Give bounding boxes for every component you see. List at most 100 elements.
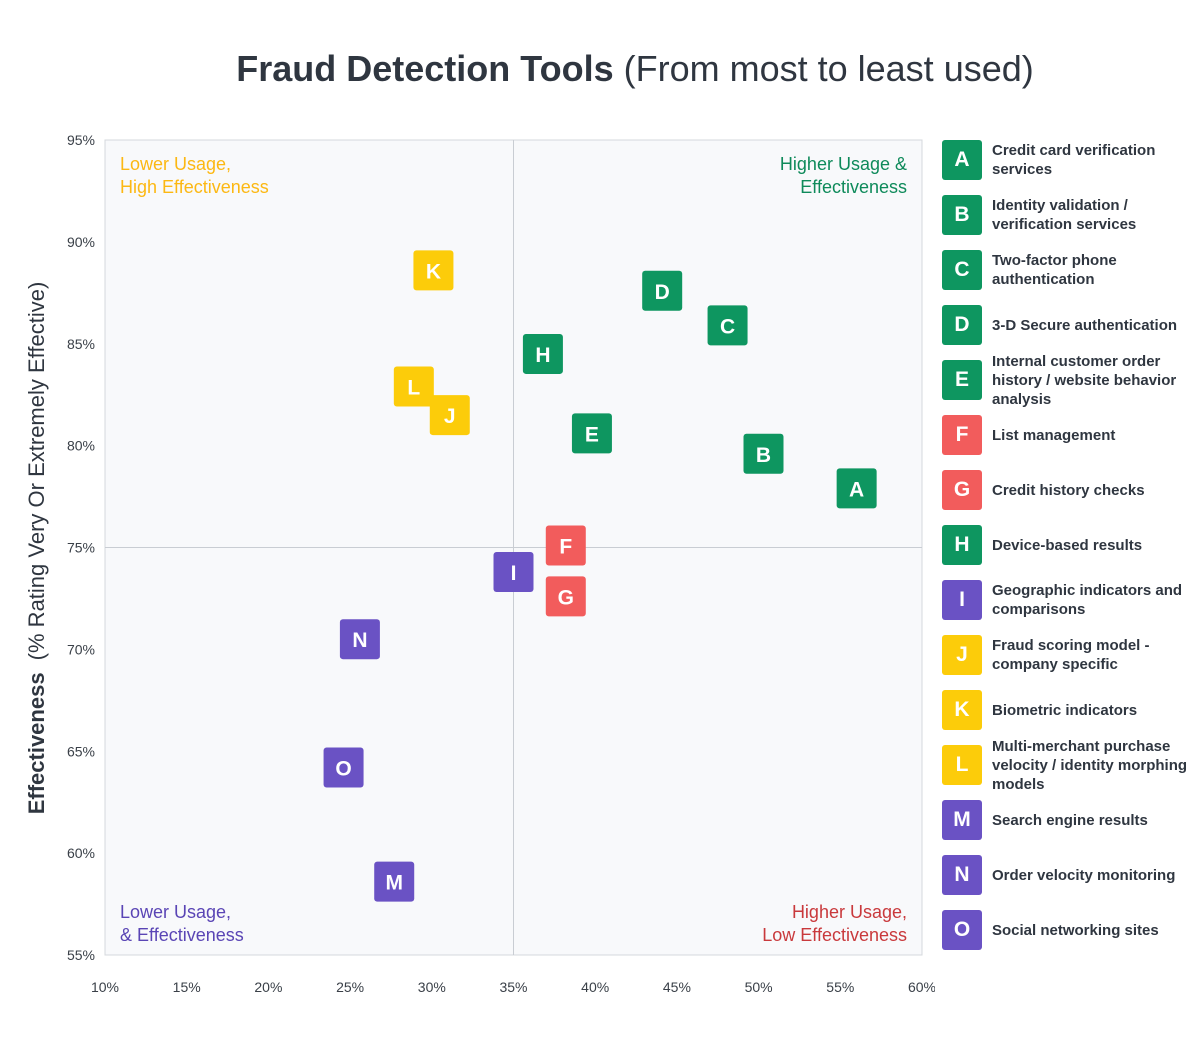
chart-title-subtitle: (From most to least used) <box>623 48 1034 89</box>
x-tick-label: 30% <box>418 979 446 995</box>
point-label: O <box>335 758 351 781</box>
point-label: E <box>585 423 599 446</box>
point-A: A <box>836 468 877 509</box>
legend-label: Fraud scoring model - company specific <box>992 637 1150 673</box>
legend-badge: N <box>942 855 982 895</box>
point-marker <box>522 333 563 374</box>
point-marker <box>339 619 380 660</box>
legend-label: Social networking sites <box>992 921 1159 939</box>
legend-item-M: M Search engine results <box>942 800 1192 840</box>
point-marker <box>743 433 784 474</box>
point-label: D <box>655 281 670 304</box>
point-label: F <box>559 535 572 558</box>
legend-item-L: L Multi-merchant purchase velocity / iden… <box>942 738 1192 793</box>
y-tick-label: 60% <box>67 845 95 861</box>
y-tick-label: 75% <box>67 540 95 556</box>
legend-label: Device-based results <box>992 536 1143 554</box>
legend-item-D: D 3-D Secure authentication <box>942 305 1192 345</box>
point-label: N <box>352 629 367 652</box>
legend-label: Internal customer order history / websit… <box>992 352 1177 408</box>
legend-item-K: K Biometric indicators <box>942 690 1192 730</box>
point-marker <box>429 395 470 436</box>
x-tick-label: 15% <box>173 979 201 995</box>
quadrant-label-bottom-right: Higher Usage, Low Effectiveness <box>762 902 907 945</box>
legend-badge: I <box>942 580 982 620</box>
legend-item-O: O Social networking sites <box>942 910 1192 950</box>
legend-label: Credit history checks <box>992 481 1145 499</box>
y-axis-label-bold: Effectiveness <box>24 672 49 814</box>
legend-label: Search engine results <box>992 811 1148 829</box>
point-marker <box>545 576 586 617</box>
point-marker <box>642 270 683 311</box>
x-tick-label: 40% <box>581 979 609 995</box>
legend-item-A: A Credit card verification services <box>942 140 1192 180</box>
point-label: B <box>756 444 771 467</box>
point-G: G <box>545 576 586 617</box>
legend-badge: M <box>942 800 982 840</box>
y-tick-label: 80% <box>67 438 95 454</box>
point-marker <box>571 413 612 454</box>
legend-badge: O <box>942 910 982 950</box>
x-tick-label: 35% <box>499 979 527 995</box>
quadrant-label-bottom-left: Lower Usage, & Effectiveness <box>120 902 244 945</box>
y-tick-label: 85% <box>67 336 95 352</box>
point-O: O <box>323 747 364 788</box>
point-label: C <box>720 315 735 338</box>
point-K: K <box>413 250 454 291</box>
point-marker <box>393 366 434 407</box>
y-axis-label: Effectiveness (% Rating Very Or Extremel… <box>24 282 49 815</box>
legend-item-I: I Geographic indicators and comparisons <box>942 580 1192 620</box>
quadrant-label-top-left: Lower Usage, High Effectiveness <box>120 154 269 197</box>
point-B: B <box>743 433 784 474</box>
legend-label: Identity validation / verification servi… <box>992 197 1137 233</box>
legend-label: Geographic indicators and comparisons <box>992 582 1183 618</box>
point-J: J <box>429 395 470 436</box>
legend-badge: F <box>942 415 982 455</box>
x-tick-label: 45% <box>663 979 691 995</box>
legend-label: List management <box>992 426 1116 444</box>
legend-badge: J <box>942 635 982 675</box>
legend-item-E: E Internal customer order history / websi… <box>942 353 1192 408</box>
point-M: M <box>374 861 415 902</box>
y-axis-label-normal: (% Rating Very Or Extremely Effective) <box>24 282 49 661</box>
point-marker <box>323 747 364 788</box>
legend-label: Two-factor phone authentication <box>992 252 1117 288</box>
x-tick-label: 60% <box>908 979 935 995</box>
point-label: K <box>426 260 441 283</box>
x-tick-label: 55% <box>826 979 854 995</box>
x-tick-label: 25% <box>336 979 364 995</box>
y-tick-label: 90% <box>67 234 95 250</box>
legend-badge: K <box>942 690 982 730</box>
legend-badge: C <box>942 250 982 290</box>
point-label: L <box>407 377 420 400</box>
point-marker <box>707 305 748 346</box>
quadrant-label-top-right: Higher Usage & Effectiveness <box>780 154 907 197</box>
point-I: I <box>493 551 534 592</box>
legend-badge: L <box>942 745 982 785</box>
legend-label: Credit card verification services <box>992 142 1156 178</box>
point-marker <box>374 861 415 902</box>
point-marker <box>413 250 454 291</box>
legend-badge: B <box>942 195 982 235</box>
point-H: H <box>522 333 563 374</box>
point-label: M <box>385 872 403 895</box>
legend-label: Biometric indicators <box>992 701 1138 719</box>
chart-title-bold: Fraud Detection Tools <box>236 48 614 89</box>
point-marker <box>545 525 586 566</box>
legend-item-B: B Identity validation / verification serv… <box>942 195 1192 235</box>
x-tick-label: 50% <box>745 979 773 995</box>
legend-badge: H <box>942 525 982 565</box>
legend-label: Order velocity monitoring <box>992 866 1176 884</box>
legend-badge: A <box>942 140 982 180</box>
legend-item-N: N Order velocity monitoring <box>942 855 1192 895</box>
legend-badge: D <box>942 305 982 345</box>
legend-badge: E <box>942 360 982 400</box>
legend-item-G: G Credit history checks <box>942 470 1192 510</box>
point-C: C <box>707 305 748 346</box>
chart-title: Fraud Detection Tools (From most to leas… <box>0 48 1200 90</box>
point-L: L <box>393 366 434 407</box>
point-label: G <box>558 586 574 609</box>
scatter-chart: Lower Usage, High Effectiveness Higher Usa… <box>24 132 935 995</box>
x-tick-label: 10% <box>91 979 119 995</box>
point-N: N <box>339 619 380 660</box>
